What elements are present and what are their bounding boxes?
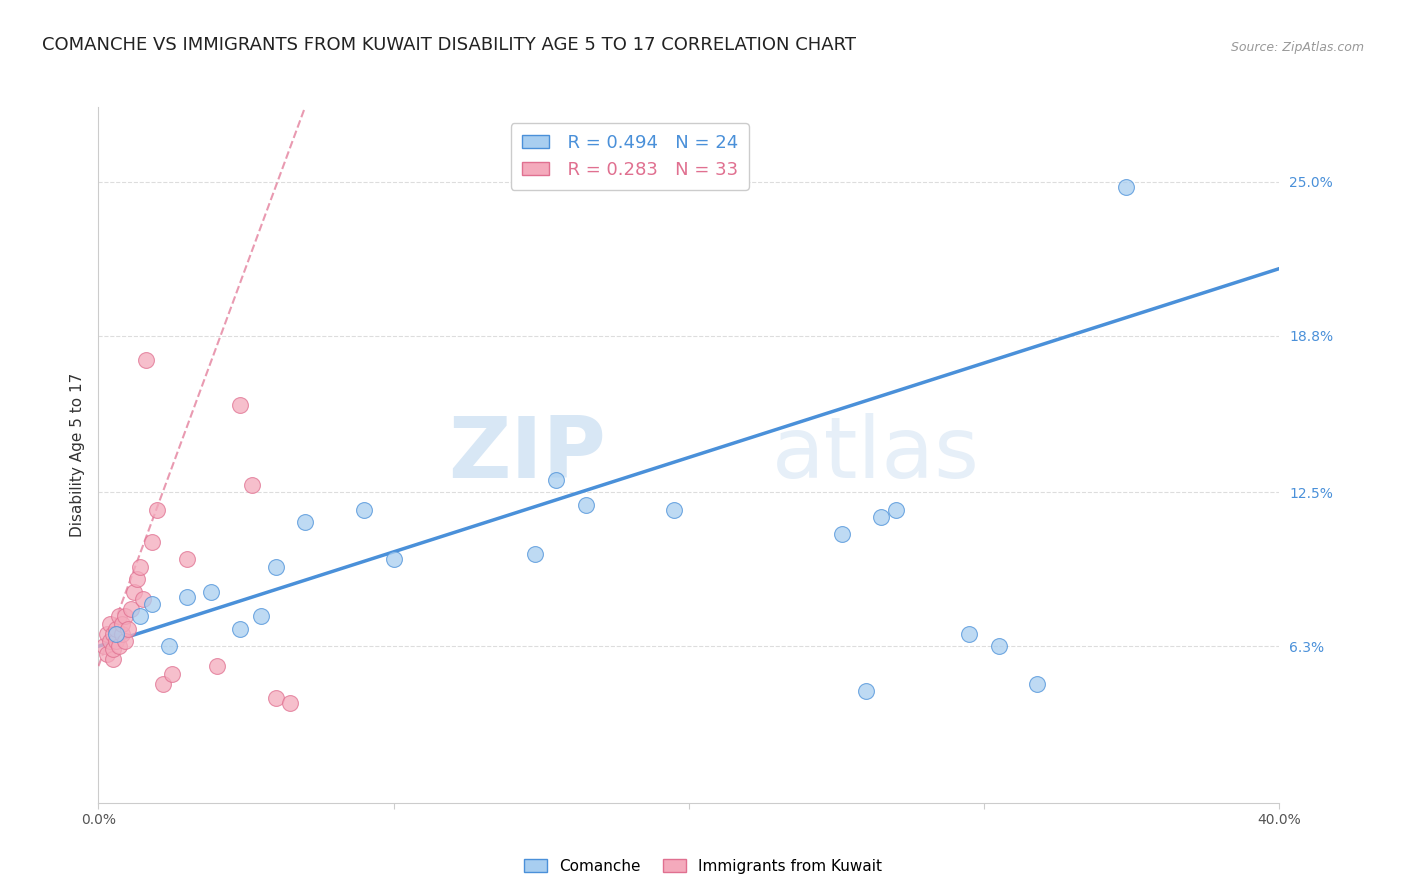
Point: [146, 502, 169, 516]
Point: [108, 609, 131, 624]
Point: [128, 559, 150, 574]
Point: [240, 477, 263, 491]
Point: [141, 597, 163, 611]
Point: [988, 639, 1011, 653]
Text: Source: ZipAtlas.com: Source: ZipAtlas.com: [1230, 40, 1364, 54]
Text: ZIP: ZIP: [449, 413, 606, 497]
Point: [205, 659, 228, 673]
Point: [98, 616, 121, 631]
Point: [831, 527, 853, 541]
Point: [959, 627, 981, 641]
Point: [103, 651, 125, 665]
Point: [114, 634, 136, 648]
Point: [382, 552, 405, 566]
Point: [229, 622, 252, 636]
Point: [1026, 676, 1049, 690]
Point: [114, 609, 136, 624]
Point: [250, 609, 273, 624]
Legend: Comanche, Immigrants from Kuwait: Comanche, Immigrants from Kuwait: [517, 853, 889, 880]
Text: COMANCHE VS IMMIGRANTS FROM KUWAIT DISABILITY AGE 5 TO 17 CORRELATION CHART: COMANCHE VS IMMIGRANTS FROM KUWAIT DISAB…: [42, 36, 856, 54]
Point: [108, 639, 131, 653]
Point: [117, 622, 139, 636]
Text: atlas: atlas: [772, 413, 980, 497]
Point: [176, 590, 198, 604]
Point: [884, 502, 907, 516]
Point: [264, 691, 287, 706]
Point: [128, 609, 150, 624]
Point: [1115, 179, 1137, 194]
Point: [96, 647, 118, 661]
Point: [105, 627, 128, 641]
Point: [280, 697, 302, 711]
Point: [111, 627, 134, 641]
Point: [103, 627, 125, 641]
Point: [111, 616, 134, 631]
Point: [152, 676, 174, 690]
Point: [93, 639, 115, 653]
Point: [353, 502, 375, 516]
Y-axis label: Disability Age 5 to 17: Disability Age 5 to 17: [69, 373, 84, 537]
Point: [524, 547, 547, 561]
Point: [176, 552, 198, 566]
Point: [135, 353, 157, 368]
Point: [200, 584, 222, 599]
Point: [855, 684, 877, 698]
Point: [664, 502, 686, 516]
Point: [103, 641, 125, 656]
Point: [162, 666, 183, 681]
Point: [122, 584, 145, 599]
Point: [105, 634, 128, 648]
Point: [229, 398, 252, 412]
Point: [141, 534, 163, 549]
Point: [120, 602, 142, 616]
Point: [96, 627, 118, 641]
Point: [546, 473, 568, 487]
Point: [575, 498, 598, 512]
Point: [132, 592, 155, 607]
Point: [157, 639, 180, 653]
Point: [98, 634, 121, 648]
Point: [294, 515, 316, 529]
Point: [125, 572, 148, 586]
Point: [105, 622, 128, 636]
Legend:   R = 0.494   N = 24,   R = 0.283   N = 33: R = 0.494 N = 24, R = 0.283 N = 33: [510, 123, 749, 190]
Point: [264, 559, 287, 574]
Point: [870, 510, 893, 524]
